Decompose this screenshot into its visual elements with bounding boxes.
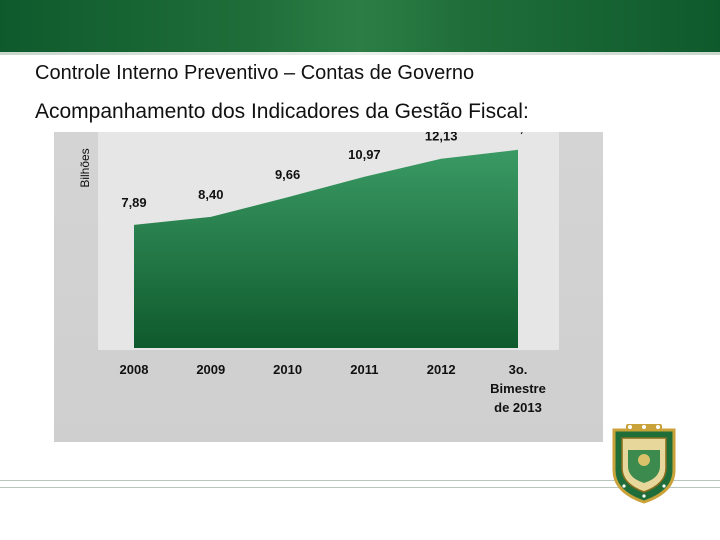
chart-svg: Bilhões 7,89 8,40 9,66 10,97 12,13 12,7 2008 20… [54, 120, 603, 442]
x-tick-label: 2012 [427, 362, 456, 377]
page-subtitle: Acompanhamento dos Indicadores da Gestão… [35, 100, 529, 123]
data-label: 9,66 [275, 167, 300, 182]
footer-divider-bottom [0, 487, 720, 488]
header-band [0, 0, 720, 52]
x-tick-label: 3o. Bimestre de 2013 [490, 362, 546, 415]
data-label: 12,7 [505, 132, 530, 135]
data-label: 12,13 [425, 132, 458, 144]
x-tick-label: 2011 [350, 362, 378, 377]
y-axis-label: Bilhões [78, 148, 92, 187]
header-band-divider [0, 52, 720, 55]
x-tick-label: 2008 [120, 362, 149, 377]
page-title: Controle Interno Preventivo – Contas de … [35, 62, 475, 84]
state-coat-of-arms-icon [612, 424, 676, 504]
footer-divider-top [0, 480, 720, 481]
data-label: 10,97 [348, 147, 381, 162]
data-label: 8,40 [198, 187, 223, 202]
data-label: 7,89 [121, 195, 146, 210]
chart: Bilhões 7,89 8,40 9,66 10,97 12,13 12,7 2008 20… [54, 120, 603, 442]
x-tick-label: 2010 [273, 362, 302, 377]
x-tick-label: 2009 [196, 362, 225, 377]
area-series [134, 149, 518, 348]
